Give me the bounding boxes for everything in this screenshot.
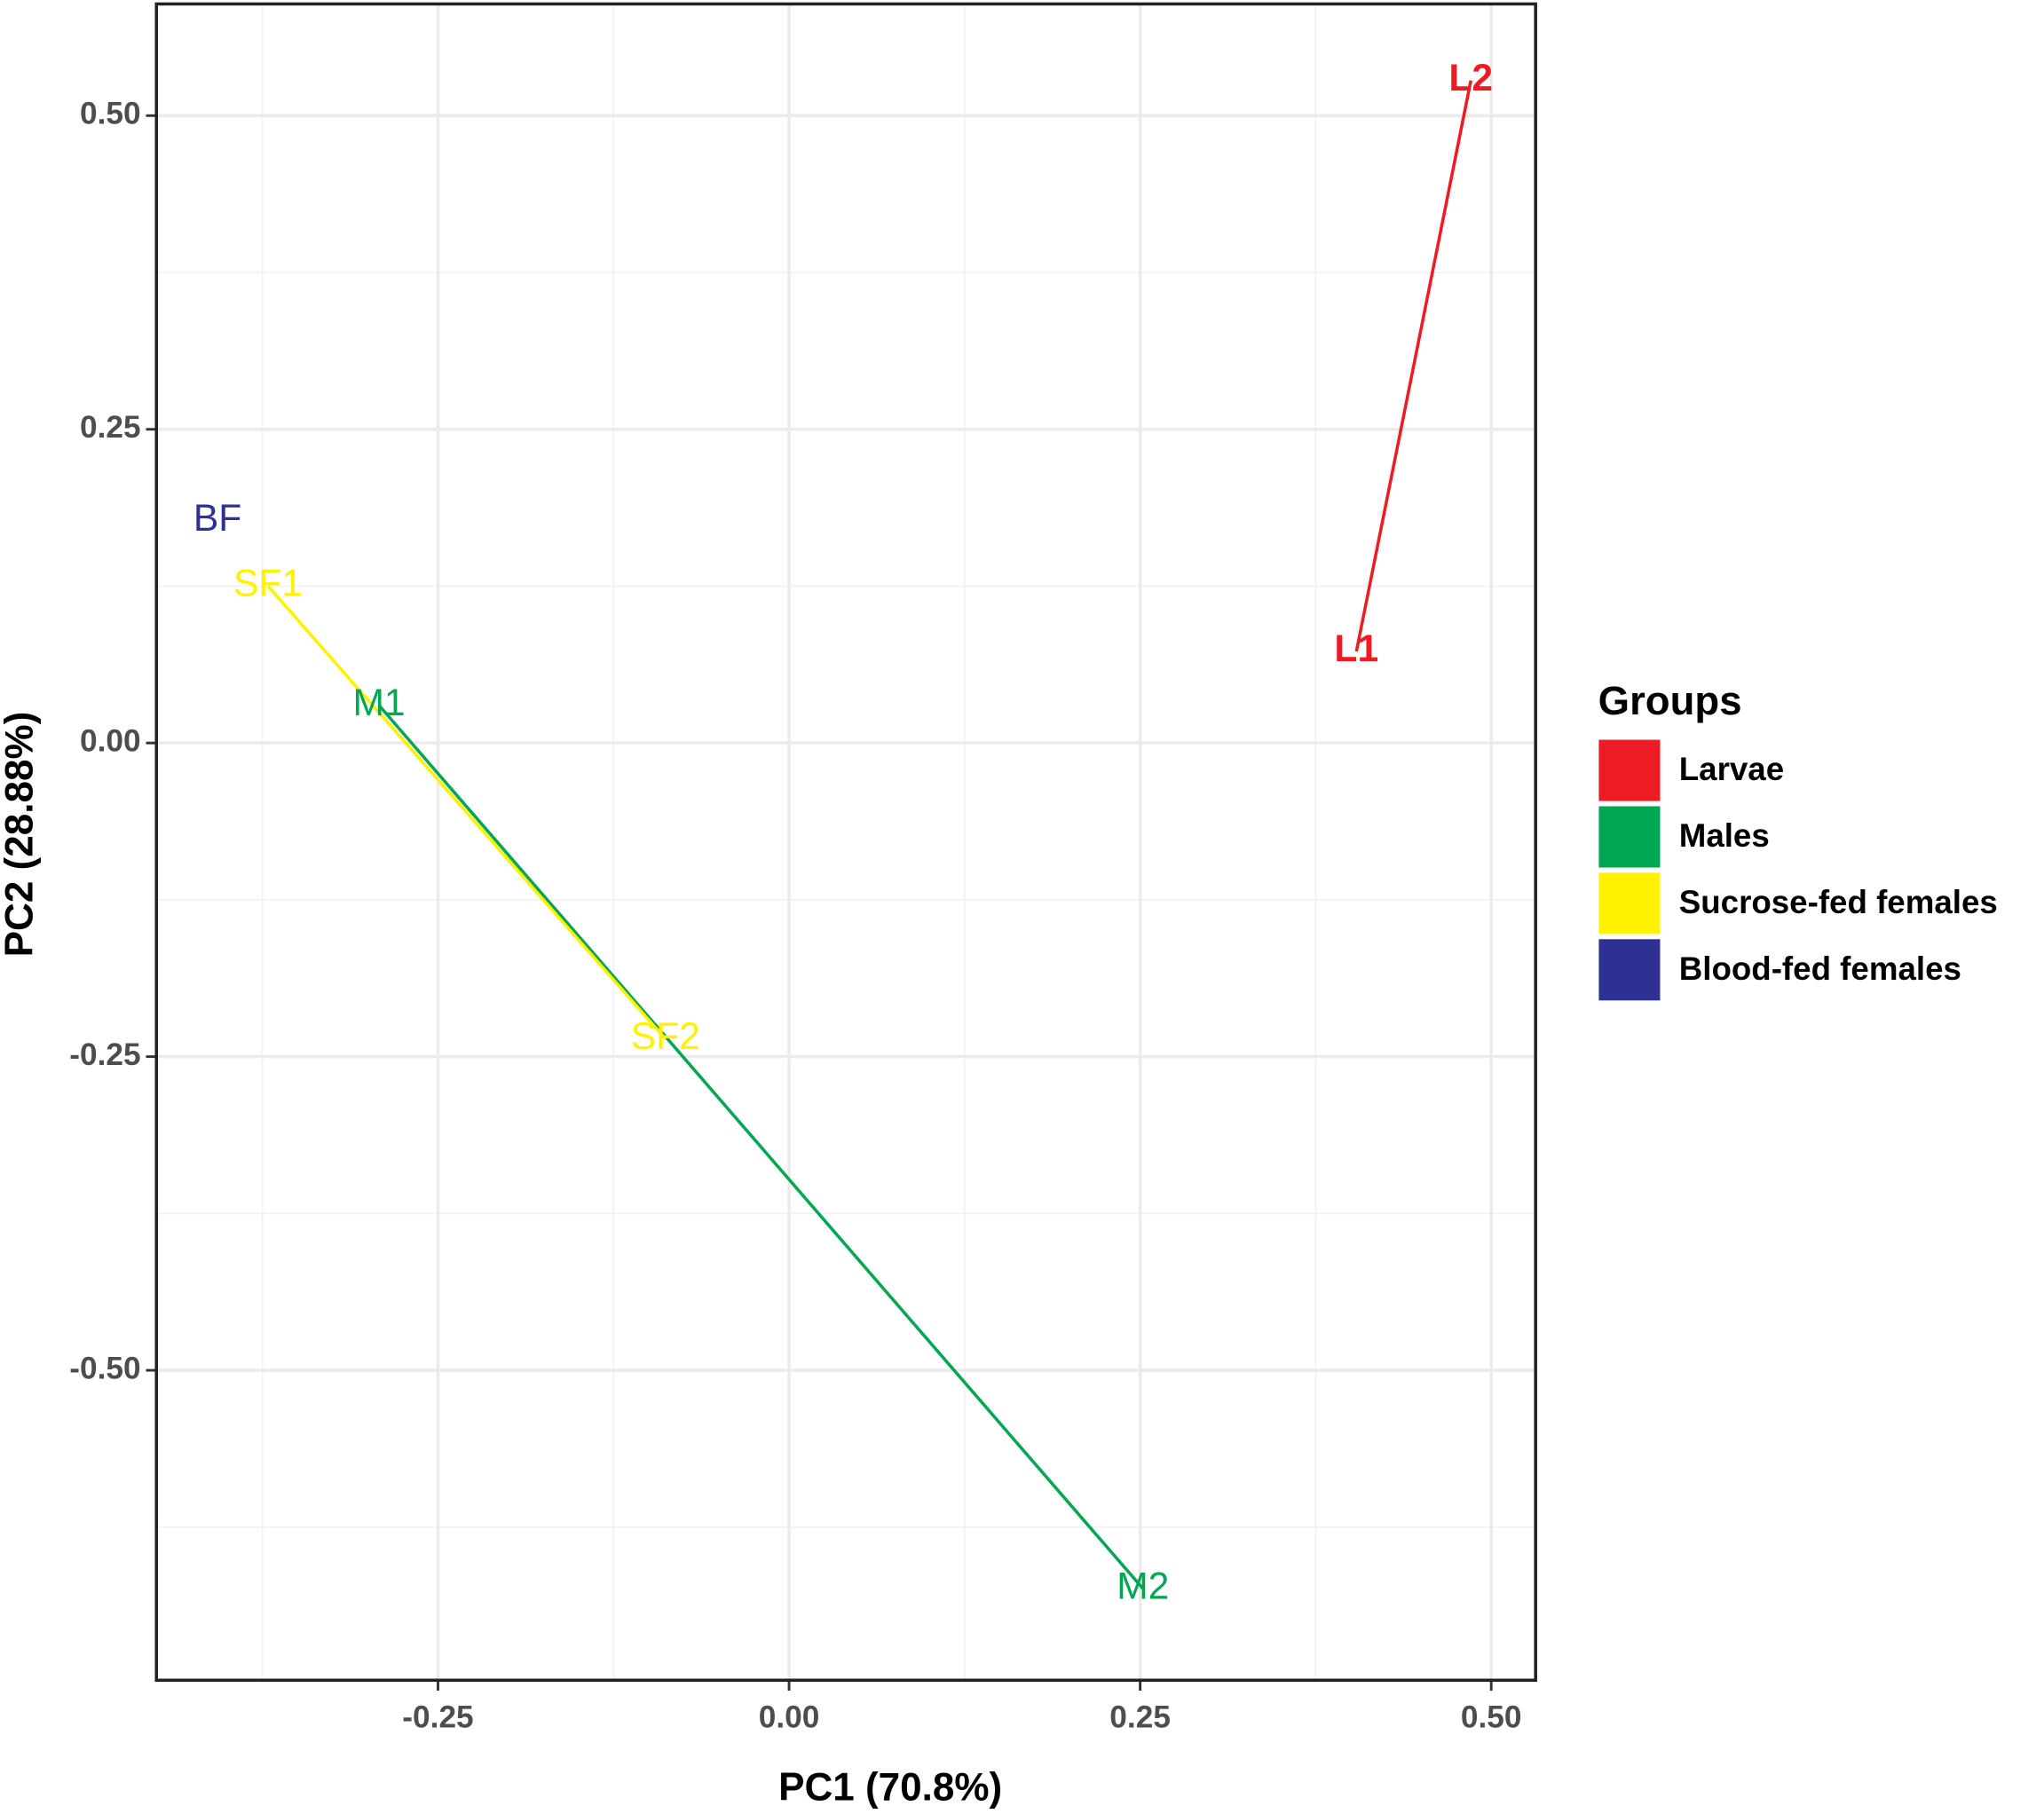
- point-label: SF2: [631, 1015, 700, 1058]
- legend-key: [1597, 804, 1661, 869]
- legend-key: [1597, 937, 1661, 1002]
- x-tick-label: 0.50: [1461, 1700, 1522, 1735]
- legend-label: Blood-fed females: [1679, 950, 1961, 987]
- point-label: M1: [352, 682, 405, 724]
- y-tick-label: -0.25: [69, 1037, 140, 1072]
- y-tick-label: 0.00: [80, 723, 141, 758]
- connector-line: [377, 704, 1145, 1590]
- x-tick-label: -0.25: [402, 1700, 473, 1735]
- y-tick-label: 0.50: [80, 97, 141, 131]
- point-label: L1: [1334, 627, 1378, 670]
- point-label: L2: [1448, 57, 1493, 99]
- x-tick-label: 0.25: [1109, 1700, 1171, 1735]
- x-tick-label: 0.00: [759, 1700, 820, 1735]
- legend-label: Sucrose-fed females: [1679, 884, 1998, 920]
- panel-border: [154, 2, 1537, 1683]
- y-axis-label: PC2 (28.88%): [0, 712, 42, 958]
- point-label: SF1: [233, 563, 303, 605]
- y-tick-label: -0.50: [69, 1351, 140, 1385]
- y-tick-label: 0.25: [80, 410, 141, 445]
- legend-label: Males: [1679, 817, 1770, 854]
- connector-line: [1354, 80, 1472, 652]
- legend-key: [1597, 871, 1661, 935]
- connector-line: [266, 585, 667, 1040]
- legend-label: Larvae: [1679, 751, 1784, 787]
- legend-key: [1597, 738, 1661, 803]
- point-label: M2: [1117, 1565, 1169, 1607]
- point-label: BF: [193, 497, 241, 540]
- legend-title: Groups: [1598, 678, 1742, 723]
- x-axis-label: PC1 (70.8%): [778, 1765, 1002, 1809]
